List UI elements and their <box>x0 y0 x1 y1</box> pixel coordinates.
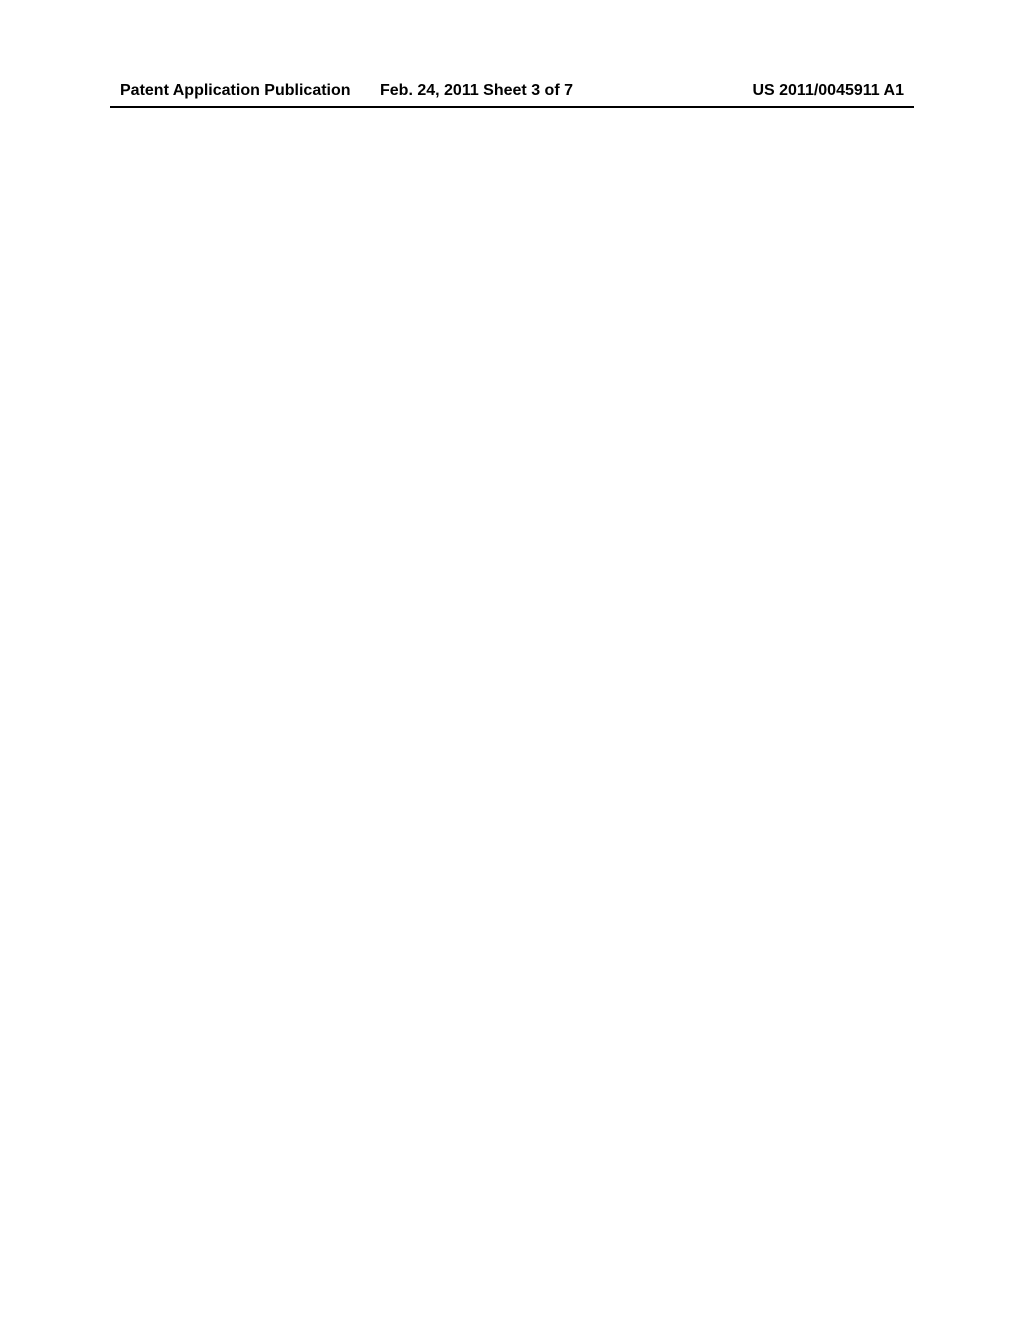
header-rule <box>110 106 914 108</box>
header-left: Patent Application Publication <box>120 82 351 100</box>
page: Patent Application Publication Feb. 24, … <box>0 0 1024 1320</box>
diagram: 100 Bonus controller 104 John, come play… <box>0 0 10 180</box>
diagram-container: 100 Bonus controller 104 John, come play… <box>90 180 930 940</box>
header-center: Feb. 24, 2011 Sheet 3 of 7 <box>380 82 573 100</box>
header-right: US 2011/0045911 A1 <box>752 82 904 100</box>
